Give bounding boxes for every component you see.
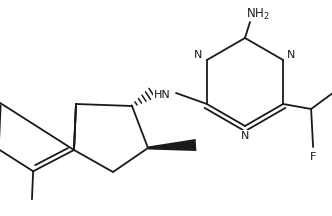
Text: N: N [194, 50, 203, 60]
Text: N: N [241, 131, 249, 141]
Text: N: N [287, 50, 296, 60]
Polygon shape [148, 139, 196, 151]
Text: F: F [310, 152, 316, 162]
Text: NH$_2$: NH$_2$ [246, 6, 270, 22]
Text: HN: HN [154, 90, 170, 100]
